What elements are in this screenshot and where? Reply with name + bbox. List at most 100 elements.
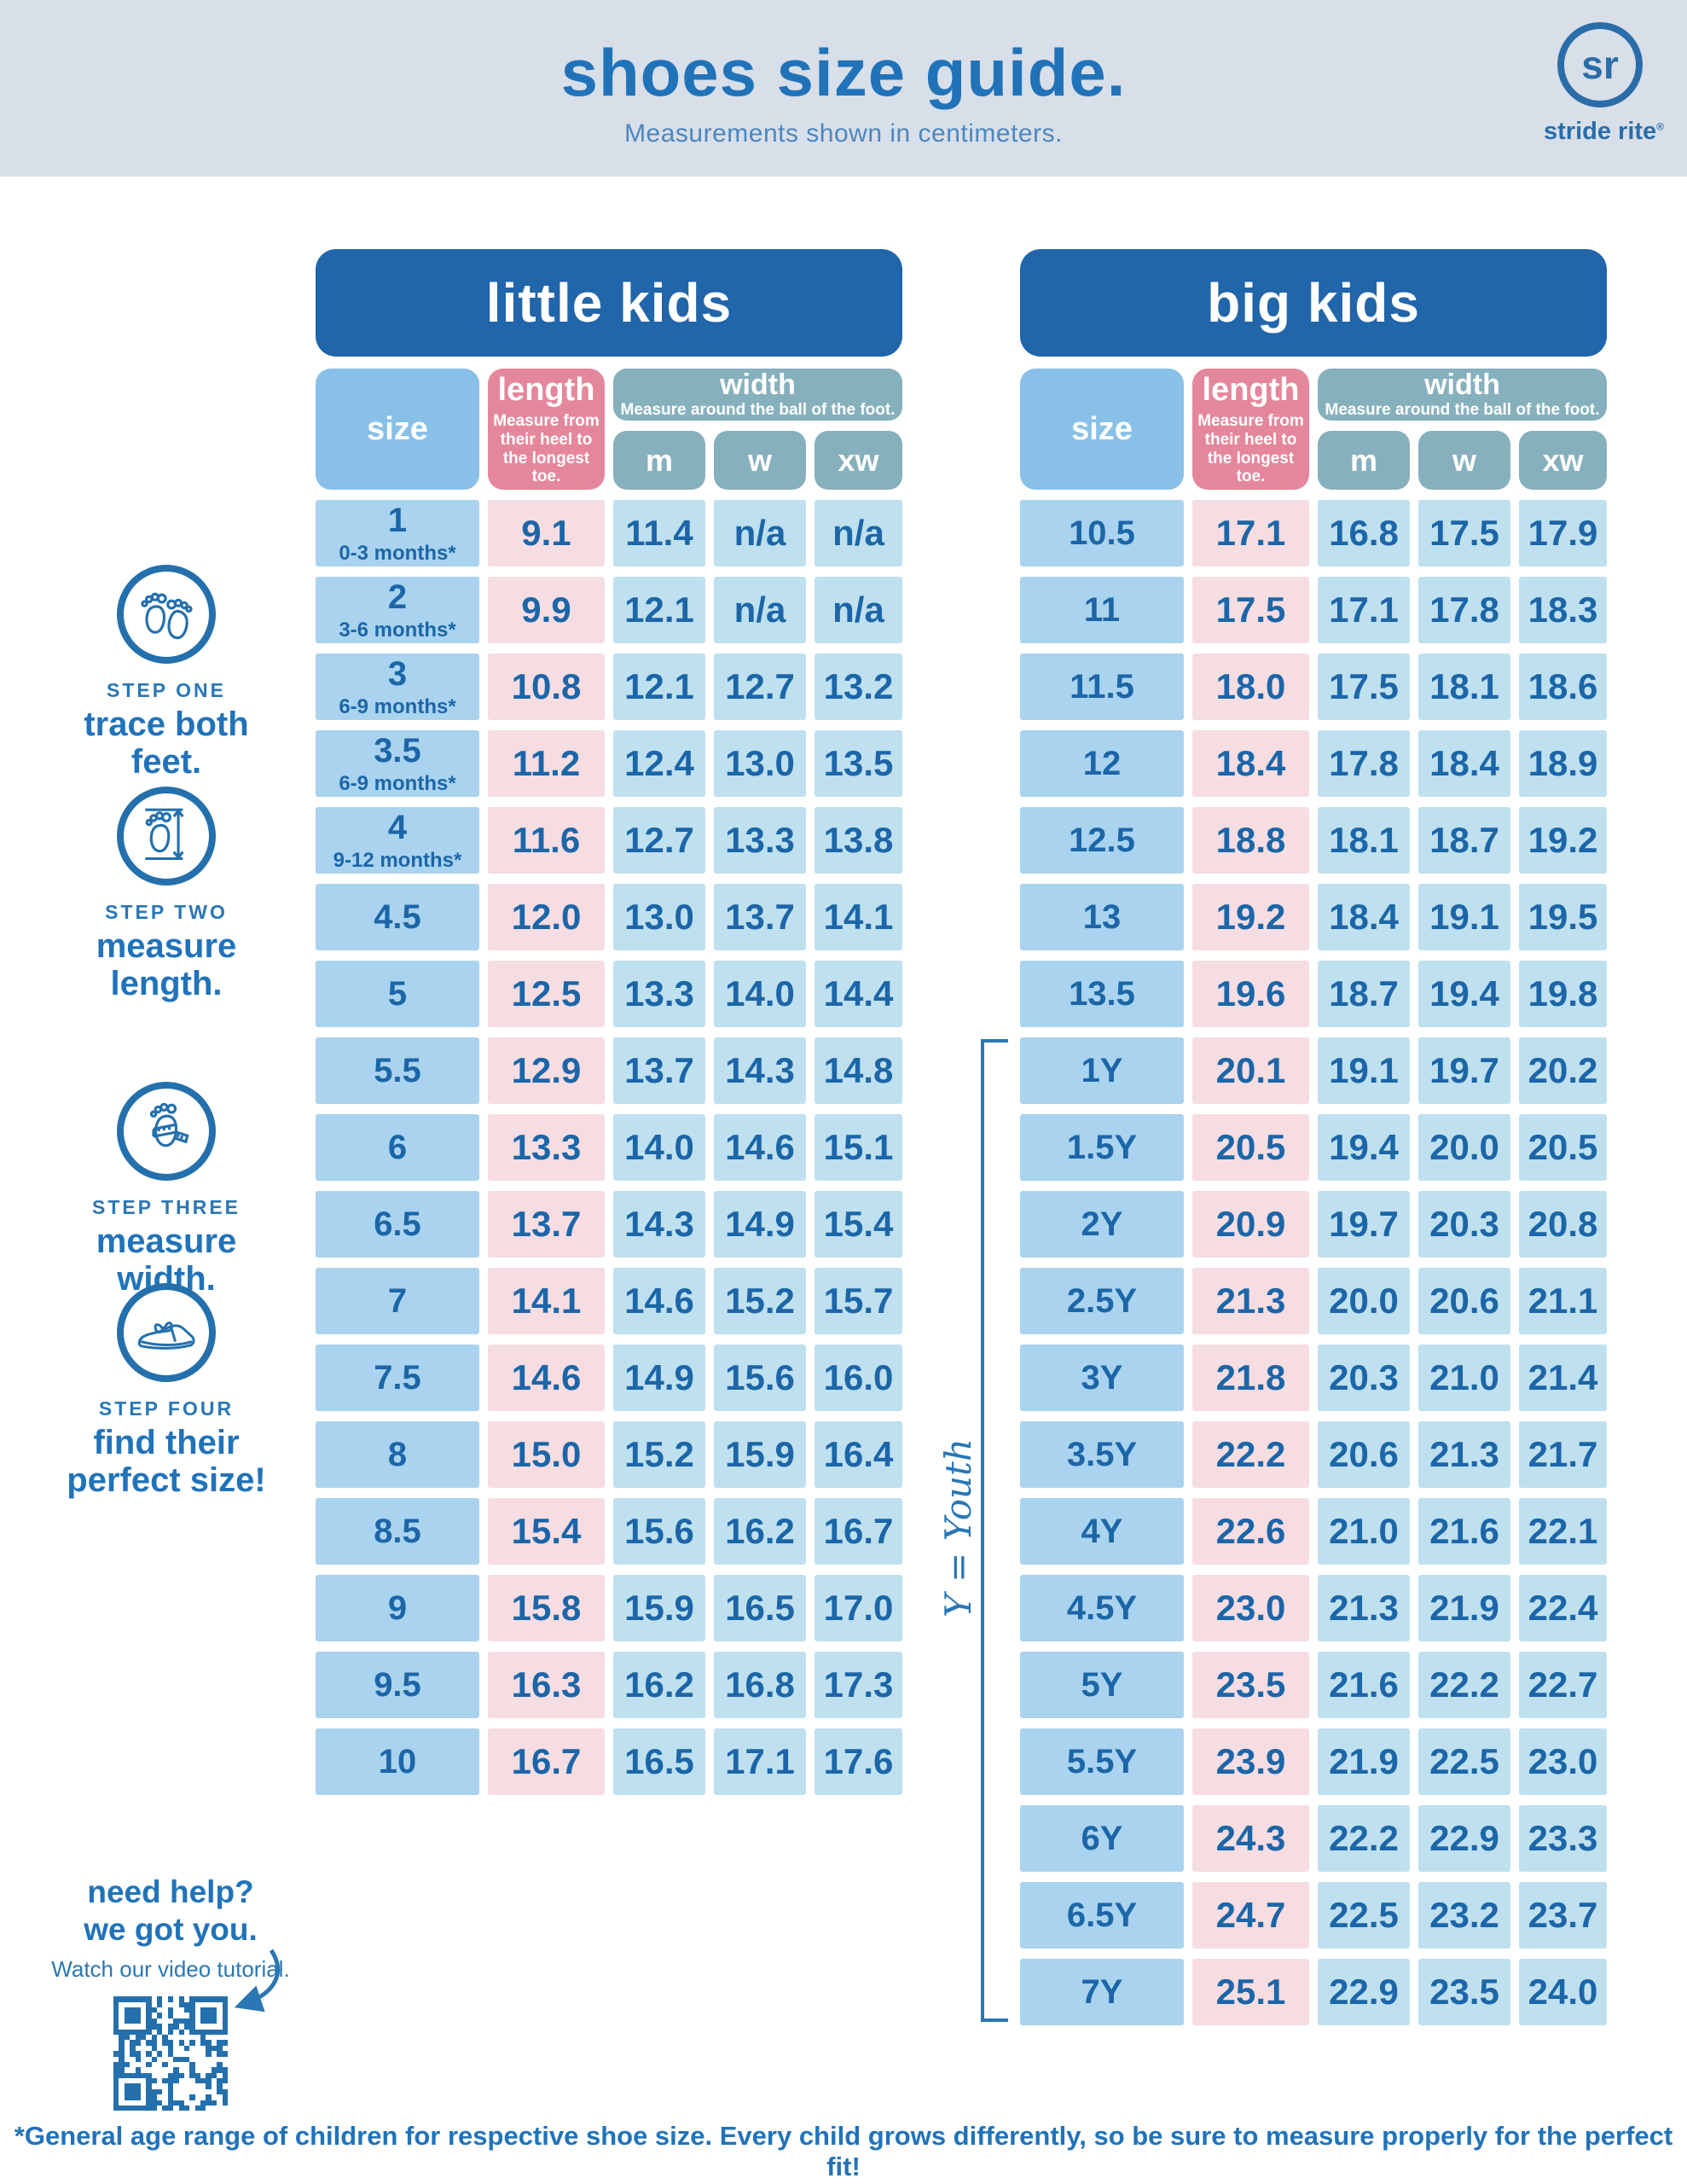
size-value: 13: [1082, 897, 1122, 936]
size-value: 3.5: [374, 731, 421, 770]
table-row: 9 15.8 15.9 16.5 17.0: [316, 1575, 902, 1641]
table-row: 5 12.5 13.3 14.0 14.4: [316, 961, 902, 1027]
width-xw-cell: 17.9: [1519, 500, 1607, 566]
width-xw-cell: 18.9: [1519, 730, 1607, 797]
size-value: 2.5Y: [1066, 1281, 1138, 1320]
size-value: 1: [387, 501, 408, 539]
length-cell: 13.7: [488, 1191, 605, 1258]
size-value: 6.5: [374, 1205, 421, 1243]
table-row: 3Y 21.8 20.3 21.0 21.4: [1020, 1345, 1607, 1411]
logo-monogram: sr: [1581, 43, 1619, 87]
table-banner: little kids: [316, 249, 902, 357]
width-xw-cell: 14.4: [815, 961, 902, 1027]
table-row: 12 18.4 17.8 18.4 18.9: [1020, 730, 1607, 797]
width-w-cell: 21.0: [1418, 1345, 1510, 1411]
size-value: 4Y: [1081, 1512, 1123, 1550]
table-row: 10 16.7 16.5 17.1 17.6: [316, 1728, 902, 1795]
width-xw-cell: 16.4: [815, 1421, 902, 1488]
width-m-cell: 13.3: [613, 961, 705, 1027]
width-xw-cell: 20.2: [1519, 1037, 1607, 1104]
length-cell: 19.6: [1192, 961, 1309, 1027]
length-cell: 23.0: [1192, 1575, 1309, 1641]
table-row: 4Y 22.6 21.0 21.6 22.1: [1020, 1498, 1607, 1565]
table-row: 5.5Y 23.9 21.9 22.5 23.0: [1020, 1728, 1607, 1795]
table-row: 3.5 6-9 months* 11.2 12.4 13.0 13.5: [316, 730, 902, 797]
table-body: 10.5 17.1 16.8 17.5 17.9 11 17.5 17.1 17.8 18.3 11…: [1020, 500, 1607, 2025]
table-row: 13.5 19.6 18.7 19.4 19.8: [1020, 961, 1607, 1027]
width-xw-cell: 21.7: [1519, 1421, 1607, 1488]
table-row: 3.5Y 22.2 20.6 21.3 21.7: [1020, 1421, 1607, 1488]
table-header: size length Measure from their heel to t…: [1020, 369, 1607, 490]
size-cell: 10.5: [1020, 500, 1184, 566]
length-cell: 12.9: [488, 1037, 605, 1104]
width-m-cell: 14.9: [613, 1345, 705, 1411]
size-value: 2Y: [1081, 1205, 1123, 1243]
step-three: STEP THREE measure width.: [49, 1082, 283, 1298]
table-row: 10.5 17.1 16.8 17.5 17.9: [1020, 500, 1607, 566]
size-value: 3.5Y: [1066, 1435, 1138, 1473]
width-w-cell: 20.0: [1418, 1114, 1510, 1181]
size-cell: 11.5: [1020, 653, 1184, 720]
size-cell: 6Y: [1020, 1805, 1184, 1872]
step-label: STEP TWO: [105, 901, 228, 923]
little-kids-table: little kids size length Measure from the…: [316, 249, 902, 1795]
size-value: 8.5: [374, 1512, 421, 1550]
width-xw-cell: 13.5: [815, 730, 902, 797]
size-column-header: size: [316, 369, 479, 490]
size-value: 9: [387, 1589, 408, 1627]
table-row: 13 19.2 18.4 19.1 19.5: [1020, 884, 1607, 950]
size-value: 10.5: [1069, 514, 1135, 552]
size-cell: 4 9-12 months*: [316, 807, 479, 874]
width-w-cell: 14.3: [714, 1037, 806, 1104]
table-row: 7 14.1 14.6 15.2 15.7: [316, 1268, 902, 1334]
size-cell: 13.5: [1020, 961, 1184, 1027]
width-w-cell: 14.6: [714, 1114, 806, 1181]
length-cell: 18.0: [1192, 653, 1309, 720]
step-title: find their perfect size!: [67, 1424, 266, 1499]
width-m-cell: 14.6: [613, 1268, 705, 1334]
size-value: 7: [387, 1281, 408, 1320]
length-cell: 18.8: [1192, 807, 1309, 874]
length-cell: 15.8: [488, 1575, 605, 1641]
length-cell: 9.1: [488, 500, 605, 566]
logo-brand: stride rite®: [1544, 118, 1664, 146]
width-w-cell: 12.7: [714, 653, 806, 720]
width-xw-cell: n/a: [815, 500, 902, 566]
width-xw-cell: 15.7: [815, 1268, 902, 1334]
size-value: 11.5: [1070, 667, 1134, 706]
help-line-2: we got you.: [84, 1911, 258, 1947]
width-m-cell: 14.0: [613, 1114, 705, 1181]
qr-code: [113, 1996, 228, 2111]
table-row: 1Y 20.1 19.1 19.7 20.2: [1020, 1037, 1607, 1104]
age-range: 0-3 months*: [339, 541, 456, 565]
width-w-cell: 19.7: [1418, 1037, 1510, 1104]
width-m-cell: 16.5: [613, 1728, 705, 1795]
size-cell: 7.5: [316, 1345, 479, 1411]
length-cell: 10.8: [488, 653, 605, 720]
width-note: Measure around the ball of the foot.: [1325, 400, 1600, 419]
step-four: STEP FOUR find their perfect size!: [49, 1283, 283, 1499]
width-w-cell: 22.5: [1418, 1728, 1510, 1795]
width-m-cell: 17.1: [1318, 577, 1410, 643]
table-row: 7Y 25.1 22.9 23.5 24.0: [1020, 1959, 1607, 2025]
size-value: 5.5Y: [1066, 1742, 1138, 1780]
measure-width-icon: [117, 1082, 216, 1181]
width-w-cell: 21.6: [1418, 1498, 1510, 1565]
size-cell: 2 3-6 months*: [316, 577, 479, 643]
size-value: 8: [387, 1435, 408, 1473]
length-cell: 20.1: [1192, 1037, 1309, 1104]
size-cell: 5: [316, 961, 479, 1027]
width-w-cell: 22.2: [1418, 1652, 1510, 1718]
table-row: 4 9-12 months* 11.6 12.7 13.3 13.8: [316, 807, 902, 874]
width-m-cell: 22.2: [1318, 1805, 1410, 1872]
length-cell: 15.0: [488, 1421, 605, 1488]
length-label: length: [1202, 371, 1300, 408]
size-value: 6.5Y: [1066, 1896, 1138, 1934]
size-cell: 12.5: [1020, 807, 1184, 874]
table-header: size length Measure from their heel to t…: [316, 369, 902, 490]
width-w-cell: 17.8: [1418, 577, 1510, 643]
width-m-cell: 19.1: [1318, 1037, 1410, 1104]
width-xw-cell: 22.1: [1519, 1498, 1607, 1565]
size-value: 5: [387, 974, 408, 1013]
size-cell: 13: [1020, 884, 1184, 950]
